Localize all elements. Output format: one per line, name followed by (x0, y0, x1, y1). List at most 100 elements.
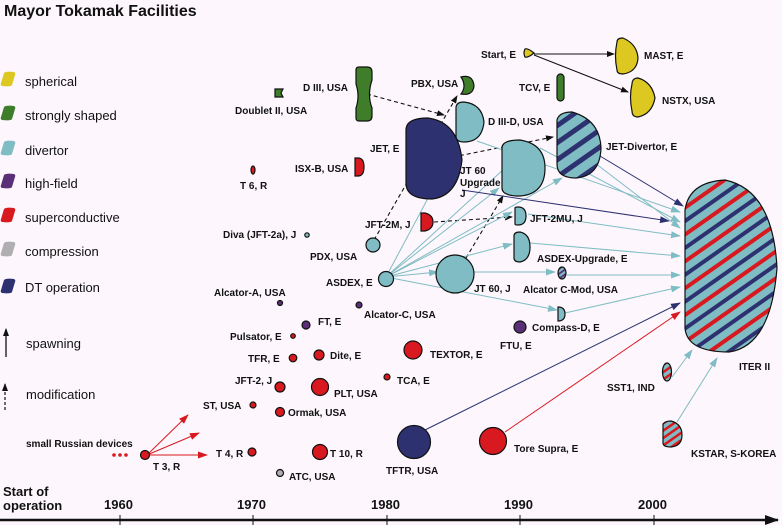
axis-tick-label: 1960 (104, 497, 133, 512)
facility-label: NSTX, USA (662, 96, 715, 107)
facility-pbx[interactable]: PBX, USA (411, 75, 475, 95)
facility-label: SST1, IND (607, 383, 655, 394)
facility-marker (556, 73, 565, 102)
facility-jft2m[interactable]: JFT-2M, J (365, 212, 434, 232)
facility-d3[interactable]: D III, USA (303, 66, 373, 122)
facility-jet-divertor[interactable]: JET-Divertor, E (556, 111, 677, 179)
facility-t10[interactable]: T 10, R (311, 443, 364, 461)
legend-item-high-field: high-field (0, 173, 78, 191)
legend: spherical strongly shaped divertor high-… (0, 71, 120, 410)
facility-nstx[interactable]: NSTX, USA (629, 77, 716, 118)
facility-alcator-c[interactable]: Alcator-C, USA (355, 301, 436, 321)
facility-marker (377, 270, 395, 288)
facility-label: Diva (JFT-2a), J (223, 230, 296, 241)
facility-ft[interactable]: FT, E (301, 317, 342, 330)
facility-atc[interactable]: ATC, USA (275, 468, 336, 484)
facility-label: T 6, R (240, 181, 268, 192)
facility-t4[interactable]: T 4, R (216, 447, 257, 460)
facility-textor[interactable]: TEXTOR, E (403, 340, 483, 361)
facility-t6[interactable]: T 6, R (240, 165, 268, 192)
facility-marker (355, 301, 363, 309)
facility-start[interactable]: Start, E (481, 48, 535, 61)
facility-marker (274, 406, 286, 418)
facility-tca[interactable]: TCA, E (383, 373, 430, 387)
arrow-to-iter (564, 285, 681, 314)
facility-label: TCV, E (519, 83, 551, 94)
facility-marker (403, 340, 423, 360)
facility-ormak[interactable]: Ormak, USA (274, 406, 347, 420)
facility-pdx[interactable]: PDX, USA (310, 237, 381, 263)
facility-marker (420, 212, 434, 232)
facility-asdex[interactable]: ASDEX, E (326, 270, 395, 290)
facility-asdex-upgrade[interactable]: ASDEX-Upgrade, E (513, 231, 628, 265)
facility-label: Alcator-C, USA (364, 310, 436, 321)
facility-t3[interactable]: T 3, R (139, 449, 182, 474)
dot (124, 453, 128, 457)
facility-mast[interactable]: MAST, E (614, 37, 684, 75)
axis-tick-label: 1980 (371, 497, 400, 512)
arrow-jetdiv-to-iter (599, 155, 684, 207)
facility-marker (250, 165, 256, 175)
facility-plt[interactable]: PLT, USA (310, 377, 378, 401)
facility-small-russian-devices[interactable]: small Russian devices (26, 439, 133, 457)
facility-label: Tore Supra, E (514, 444, 579, 455)
facility-label: Pulsator, E (230, 332, 282, 343)
facility-label: D III, USA (303, 83, 348, 94)
facility-jt60-upgrade[interactable]: JT 60 Upgrade J (460, 139, 546, 200)
legend-swatch-strongly-shaped (0, 105, 16, 121)
facility-marker (513, 231, 531, 263)
facility-iter[interactable]: ITER II (684, 179, 778, 373)
facility-label: ISX-B, USA (295, 164, 348, 175)
facility-label: Dite, E (330, 351, 361, 362)
facility-ftu[interactable]: FTU, E (500, 320, 532, 352)
facility-marker (523, 48, 535, 58)
legend-label: divertor (25, 143, 69, 158)
facility-label: JFT-2MU, J (530, 214, 583, 225)
facility-sst1[interactable]: SST1, IND (607, 362, 673, 394)
facility-dite[interactable]: Dite, E (313, 349, 361, 362)
facility-alcator-c-mod[interactable]: Alcator C-Mod, USA (523, 266, 618, 296)
dot (112, 453, 116, 457)
facility-compass-d[interactable]: Compass-D, E (532, 306, 600, 334)
facility-isxb[interactable]: ISX-B, USA (295, 157, 365, 177)
facility-label: TEXTOR, E (430, 350, 483, 361)
facility-tfr[interactable]: TFR, E (248, 353, 298, 365)
facility-label: JFT-2, J (235, 376, 272, 387)
facility-tftr[interactable]: TFTR, USA (386, 424, 438, 478)
facility-jft2[interactable]: JFT-2, J (235, 376, 286, 393)
facility-marker (513, 320, 527, 334)
facility-kstar[interactable]: KSTAR, S-KOREA (662, 420, 776, 460)
facility-label: Alcator-A, USA (214, 288, 286, 299)
facility-label: TCA, E (397, 376, 430, 387)
facility-label: PBX, USA (411, 79, 458, 90)
arrow-d3-to-d3d (366, 93, 445, 117)
facility-st[interactable]: ST, USA (203, 401, 257, 412)
facility-marker (661, 362, 673, 382)
arrow-jft2m-to-jft2mu (433, 214, 513, 223)
facility-jft2mu[interactable]: JFT-2MU, J (514, 206, 583, 226)
facility-doublet2[interactable]: Doublet II, USA (235, 88, 307, 117)
facility-label: ST, USA (203, 401, 241, 412)
arrow-asdex-spawn (385, 177, 563, 278)
facility-marker (274, 381, 286, 393)
facility-jet[interactable]: JET, E (370, 117, 463, 200)
facility-label: Start, E (481, 50, 516, 61)
arrow-to-iter (527, 213, 681, 239)
facility-marker (310, 377, 330, 397)
facility-jt60[interactable]: JT 60, J (435, 254, 511, 295)
connections (146, 51, 718, 459)
arrow-asdex-spawn (385, 211, 513, 278)
axis-tick-label: 1970 (237, 497, 266, 512)
facility-label: T 10, R (330, 449, 364, 460)
facility-pulsator[interactable]: Pulsator, E (230, 332, 296, 343)
facility-alcator-a[interactable]: Alcator-A, USA (214, 288, 286, 307)
facility-diva[interactable]: Diva (JFT-2a), J (223, 230, 310, 241)
facility-tore-supra[interactable]: Tore Supra, E (478, 426, 579, 456)
facility-label-line: Upgrade (460, 178, 501, 189)
facility-marker (614, 37, 639, 75)
facility-label: FT, E (318, 317, 342, 328)
facility-tcv[interactable]: TCV, E (519, 73, 565, 102)
facility-marker (629, 77, 656, 118)
facility-label: ASDEX, E (326, 278, 373, 289)
facility-d3d[interactable]: D III-D, USA (455, 101, 544, 143)
